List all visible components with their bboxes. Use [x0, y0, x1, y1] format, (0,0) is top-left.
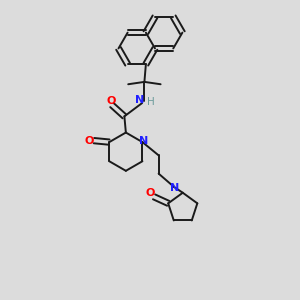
Text: O: O: [106, 96, 116, 106]
Text: H: H: [147, 97, 155, 107]
Text: N: N: [139, 136, 148, 146]
Text: N: N: [170, 183, 179, 193]
Text: N: N: [135, 95, 145, 105]
Text: O: O: [146, 188, 155, 198]
Text: O: O: [85, 136, 94, 146]
